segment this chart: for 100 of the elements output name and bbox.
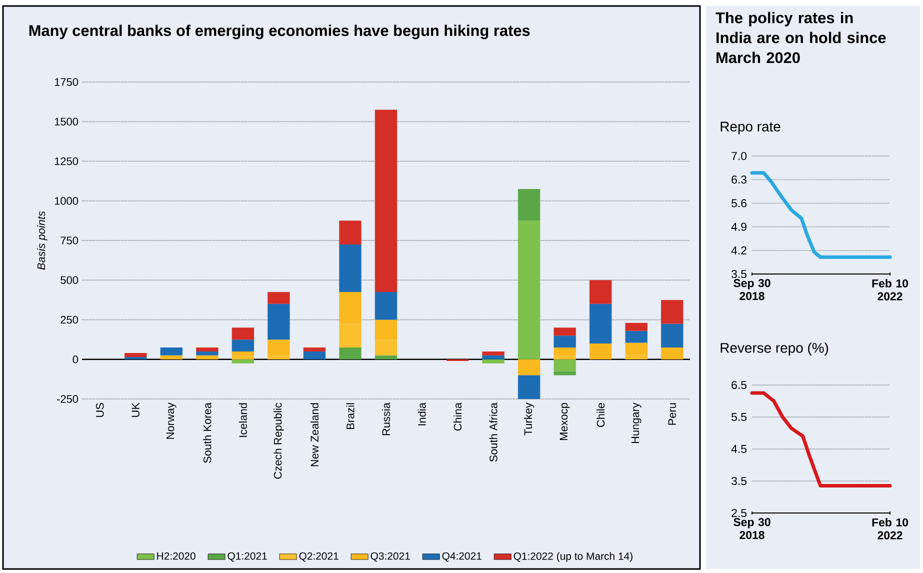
bar bbox=[124, 356, 147, 360]
line-series bbox=[750, 391, 892, 488]
bar bbox=[625, 330, 648, 343]
bar bbox=[554, 347, 576, 356]
x-tick-label: Brazil bbox=[346, 403, 354, 430]
bar bbox=[339, 220, 362, 244]
bar bbox=[554, 359, 576, 372]
bar bbox=[303, 351, 326, 360]
bar bbox=[268, 340, 290, 356]
x-tick-label: New Zealand bbox=[310, 403, 318, 466]
y-tick-label: 4.9 bbox=[731, 222, 746, 231]
y-tick-label: 1000 bbox=[54, 197, 78, 205]
bar bbox=[625, 322, 648, 331]
legend-label: Q1:2021 bbox=[228, 552, 267, 562]
y-tick-label: 250 bbox=[60, 316, 78, 324]
bar bbox=[268, 292, 290, 304]
y-tick-label: 5.6 bbox=[732, 199, 746, 208]
chart-title: The policy rates in India are on hold since March 2020 bbox=[716, 12, 886, 64]
y-axis-title: Basis points bbox=[37, 211, 48, 270]
legend-label: Q2:2021 bbox=[299, 552, 338, 562]
line-series bbox=[750, 171, 892, 259]
legend-label: H2:2020 bbox=[157, 552, 196, 560]
x-tick-label: South Africa bbox=[489, 402, 498, 462]
bar bbox=[196, 355, 218, 360]
bar bbox=[339, 347, 362, 360]
bar bbox=[374, 355, 398, 360]
bar bbox=[518, 359, 540, 376]
bar bbox=[232, 340, 254, 352]
x-tick-label: Hungary bbox=[631, 402, 642, 444]
x-tick-label: Sep 30 2018 bbox=[734, 518, 770, 540]
y-tick-label: 7.0 bbox=[732, 152, 747, 160]
bar bbox=[374, 110, 398, 292]
bar bbox=[482, 359, 504, 364]
y-tick-label: 5.5 bbox=[732, 413, 747, 421]
bar bbox=[661, 347, 684, 360]
y-tick-label: -250 bbox=[57, 395, 78, 403]
chart-title: Many central banks of emerging economies have begun hiking rates bbox=[29, 24, 530, 40]
bar bbox=[661, 300, 684, 324]
legend-label: Q4:2021 bbox=[442, 552, 482, 562]
x-tick-label: Chile bbox=[596, 403, 605, 427]
x-tick-label: Feb 10 2022 bbox=[872, 279, 908, 300]
x-tick-label: Peru bbox=[668, 403, 676, 425]
y-tick-label: 6.3 bbox=[732, 176, 746, 184]
y-tick-label: 3.5 bbox=[732, 476, 747, 486]
x-tick-label: US bbox=[96, 403, 104, 417]
bar bbox=[518, 220, 540, 360]
bar bbox=[339, 324, 362, 348]
bar bbox=[303, 347, 326, 352]
bar bbox=[518, 375, 540, 399]
bar bbox=[232, 328, 254, 340]
bar bbox=[482, 351, 504, 356]
bar bbox=[232, 351, 254, 356]
bar bbox=[160, 347, 182, 356]
bar bbox=[590, 280, 612, 304]
x-tick-label: Turkey bbox=[524, 402, 534, 436]
bar bbox=[374, 340, 398, 356]
bar bbox=[268, 355, 290, 360]
bar bbox=[554, 328, 576, 336]
x-tick-label: Russia bbox=[382, 402, 390, 436]
bar bbox=[196, 351, 218, 356]
x-tick-label: Feb 10 2022 bbox=[872, 518, 908, 540]
bar bbox=[124, 353, 147, 357]
bar bbox=[590, 344, 612, 360]
bar bbox=[374, 320, 398, 340]
bar bbox=[554, 355, 576, 360]
y-tick-label: 3.5 bbox=[732, 270, 747, 278]
bar bbox=[339, 292, 362, 324]
bar bbox=[661, 324, 684, 348]
bar bbox=[232, 355, 254, 360]
bar bbox=[160, 355, 182, 360]
y-tick-label: 6.5 bbox=[732, 380, 747, 390]
x-tick-label: Czech Republic bbox=[274, 402, 284, 479]
x-tick-label: UK bbox=[132, 402, 140, 417]
legend-label: Q1:2022 (up to March 14) bbox=[514, 552, 632, 562]
chart-subtitle: Repo rate bbox=[720, 122, 780, 134]
bar bbox=[590, 304, 612, 344]
x-tick-label: Norway bbox=[166, 402, 176, 439]
x-tick-label: India bbox=[418, 402, 426, 426]
x-tick-label: Mexocp bbox=[560, 402, 570, 440]
x-tick-label: Iceland bbox=[238, 403, 247, 437]
bar bbox=[374, 292, 398, 320]
bar bbox=[625, 342, 648, 355]
y-tick-label: 0 bbox=[72, 356, 78, 364]
bar bbox=[482, 355, 504, 360]
bar bbox=[339, 244, 362, 292]
bar bbox=[232, 359, 254, 364]
y-tick-label: 1500 bbox=[54, 118, 78, 126]
legend-label: Q3:2021 bbox=[370, 552, 410, 562]
y-tick-label: 4.5 bbox=[731, 445, 747, 453]
y-tick-label: 1250 bbox=[54, 157, 78, 166]
x-tick-label: South Korea bbox=[203, 402, 212, 463]
bar bbox=[625, 354, 648, 360]
y-tick-label: 500 bbox=[60, 276, 78, 284]
x-tick-label: Sep 30 2018 bbox=[734, 279, 770, 300]
y-tick-label: 1750 bbox=[54, 78, 78, 86]
x-tick-label: China bbox=[454, 402, 462, 431]
bar bbox=[518, 188, 540, 221]
chart-title: Reverse repo (%) bbox=[720, 342, 828, 356]
bar bbox=[554, 336, 576, 348]
y-tick-label: 4.2 bbox=[731, 246, 746, 254]
